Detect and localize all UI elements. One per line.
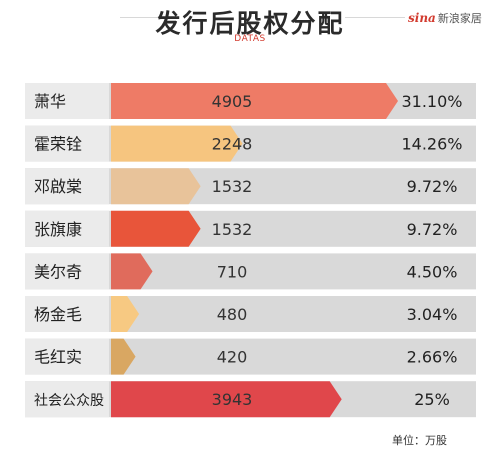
category-label-cell: [25, 338, 109, 375]
title-rule-left: [120, 17, 160, 18]
category-label: 社会公众股: [34, 393, 104, 409]
category-label-cell: [25, 253, 109, 290]
bar: [111, 296, 140, 332]
bar: [111, 253, 153, 290]
bar: [111, 338, 136, 375]
category-label-cell: [25, 168, 109, 205]
bar-value-label: 3943: [212, 390, 253, 409]
logo-tail: 新浪家居: [437, 12, 482, 25]
bar-value-label: 2248: [212, 135, 253, 154]
percent-label: 4.50%: [407, 262, 458, 281]
percent-label: 9.72%: [407, 177, 458, 196]
percent-label: 14.26%: [401, 135, 462, 154]
bar-value-label: 480: [217, 305, 248, 324]
bar: [111, 381, 342, 418]
bar-value-label: 1532: [212, 220, 253, 239]
bar-value-label: 710: [217, 262, 248, 281]
bar: [111, 210, 201, 247]
chart-title: 发行后股权分配: [155, 9, 345, 38]
bar-value-label: 4905: [212, 92, 253, 111]
logo-brand: sina: [408, 11, 436, 25]
category-label-cell: [25, 296, 109, 332]
bar: [111, 168, 201, 205]
category-label: 杨金毛: [34, 305, 82, 324]
category-label: 霍荣铨: [34, 135, 82, 154]
bar-value-label: 420: [217, 348, 248, 367]
category-label: 美尔奇: [34, 262, 82, 281]
percent-label: 2.66%: [407, 348, 458, 367]
category-label: 邓啟棠: [34, 177, 82, 196]
bar: [111, 83, 398, 119]
percent-label: 31.10%: [401, 92, 462, 111]
bar: [111, 125, 243, 162]
unit-label: 单位：万股: [392, 434, 447, 447]
percent-label: 9.72%: [407, 220, 458, 239]
category-label: 毛红实: [34, 348, 82, 367]
bar-value-label: 1532: [212, 177, 253, 196]
category-label-cell: [25, 125, 109, 162]
category-label: 萧华: [34, 92, 66, 111]
category-label-cell: [25, 83, 109, 119]
category-label-cell: [25, 210, 109, 247]
percent-label: 25%: [414, 390, 450, 409]
title-rule-right: [345, 17, 405, 18]
sina-logo: sina 新浪家居: [408, 10, 482, 26]
category-label: 张旗康: [34, 220, 82, 239]
category-label-cell: [25, 381, 109, 418]
chart-subtitle: DATAS: [234, 34, 266, 44]
percent-label: 3.04%: [407, 305, 458, 324]
